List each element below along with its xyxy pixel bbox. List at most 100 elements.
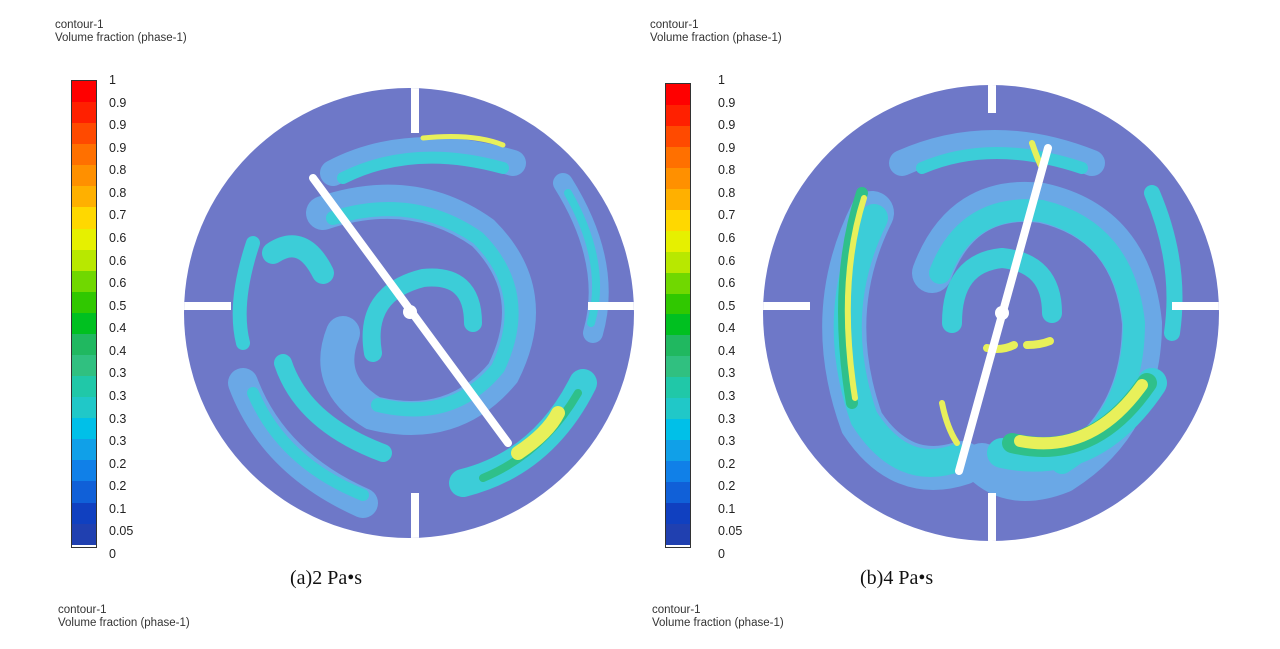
colorbar-band (666, 419, 690, 441)
flow-band (916, 147, 1088, 174)
flow-band (247, 387, 369, 501)
flow-band (262, 235, 334, 284)
colorbar-tick-label: 0.7 (109, 208, 127, 223)
variable-name: Volume fraction (phase-1) (650, 32, 782, 44)
colorbar-band (72, 249, 96, 271)
flow-band (337, 151, 509, 184)
panel-caption: (a)2 Pa•s (290, 567, 362, 589)
colorbar-tick-label: 0.3 (718, 434, 736, 449)
baffle (184, 302, 231, 310)
colorbar-tick-label: 0.8 (718, 163, 736, 178)
baffle (411, 493, 419, 538)
colorbar-band (666, 356, 690, 378)
colorbar-tick-label: 0.9 (109, 140, 127, 155)
colorbar-tick-label: 0.1 (718, 501, 736, 516)
baffle (1172, 302, 1219, 310)
contour-name: contour-1 (55, 19, 104, 31)
colorbar-tick-label: 0.6 (718, 276, 736, 291)
colorbar-band (72, 228, 96, 250)
colorbar-band (666, 146, 690, 168)
colorbar-band (666, 251, 690, 273)
high-fraction-region (1014, 379, 1148, 450)
colorbar-tick-label: 0.2 (718, 479, 736, 494)
colorbar-band (666, 482, 690, 504)
impeller-hub (995, 306, 1009, 320)
high-fraction-region (939, 400, 960, 446)
flow-band (320, 137, 526, 186)
contour-name: contour-1 (58, 604, 107, 616)
colorbar-tick-label: 0.05 (109, 524, 134, 539)
high-fraction-region (844, 195, 867, 401)
legend-header-bottom: contour-1 Volume fraction (phase-1) (58, 604, 190, 630)
colorbar-tick-label: 1 (109, 73, 116, 87)
colorbar-tick-label: 0.3 (109, 434, 127, 449)
flow-band (1144, 185, 1183, 341)
colorbar-band (72, 523, 96, 545)
colorbar-band (72, 312, 96, 334)
colorbar-tick-label: 0.9 (718, 118, 736, 133)
colorbar-tick-label: 0.5 (718, 298, 736, 313)
panel-b: contour-1 Volume fraction (phase-1) 1 0.9… (640, 0, 1280, 649)
colorbar-tick-label: 0.8 (109, 163, 127, 178)
flow-band (274, 354, 392, 462)
colorbar-tick-label: 0.3 (718, 366, 736, 381)
colorbar (665, 83, 691, 548)
flow-band (232, 236, 260, 350)
colorbar-band (72, 397, 96, 419)
colorbar-band (666, 167, 690, 189)
colorbar-band (666, 188, 690, 210)
contour-plot (763, 85, 1219, 541)
variable-name: Volume fraction (phase-1) (55, 32, 187, 44)
flow-band (833, 204, 971, 477)
colorbar-tick-label: 0.9 (109, 95, 127, 110)
colorbar-tick-label: 0.9 (718, 95, 736, 110)
colorbar-band (72, 270, 96, 292)
baffle (988, 85, 996, 113)
flow-band (942, 247, 1062, 333)
panel-caption: (b)4 Pa•s (860, 567, 934, 589)
colorbar-band (72, 81, 96, 103)
variable-name: Volume fraction (phase-1) (652, 617, 784, 629)
flow-band (326, 202, 519, 417)
colorbar-tick-label: 0.2 (718, 456, 736, 471)
colorbar-tick-label: 0.8 (718, 185, 736, 200)
colorbar-band (666, 230, 690, 252)
colorbar-tick-label: 0.3 (718, 411, 736, 426)
colorbar-tick-label: 0.3 (109, 411, 127, 426)
colorbar-band (72, 418, 96, 440)
contour-plot (184, 88, 634, 538)
colorbar-tick-label: 0.4 (109, 343, 127, 358)
colorbar-tick-label: 1 (718, 73, 725, 87)
colorbar-band (72, 291, 96, 313)
colorbar-tick-label: 0.3 (718, 389, 736, 403)
high-fraction-region (1023, 337, 1054, 349)
colorbar-tick-label: 0.1 (109, 501, 127, 516)
colorbar-tick-label: 0.9 (718, 140, 736, 155)
colorbar-band (72, 207, 96, 229)
colorbar-band (72, 502, 96, 524)
colorbar-tick-label: 0.4 (718, 343, 736, 358)
colorbar-band (666, 440, 690, 462)
colorbar-band (666, 314, 690, 336)
colorbar-tick-label: 0.7 (718, 208, 736, 223)
colorbar-band (666, 377, 690, 399)
flow-band (362, 268, 482, 362)
colorbar-tick-label: 0.6 (718, 253, 736, 268)
colorbar-band (666, 272, 690, 294)
colorbar-band (666, 524, 690, 545)
baffle (411, 88, 419, 133)
flow-band (889, 130, 1105, 176)
colorbar-tick-label: 0.6 (109, 276, 127, 291)
colorbar-band (666, 125, 690, 147)
colorbar-tick-label: 0.2 (109, 479, 127, 494)
high-fraction-region (420, 134, 506, 148)
colorbar-band (72, 481, 96, 503)
variable-name: Volume fraction (phase-1) (58, 617, 190, 629)
colorbar-band (666, 461, 690, 483)
impeller-hub (403, 305, 417, 319)
baffle (763, 302, 810, 310)
contour-name: contour-1 (652, 604, 701, 616)
colorbar-tick-label: 0.3 (109, 389, 127, 403)
colorbar-tick-label: 0 (718, 547, 725, 561)
colorbar-band (72, 355, 96, 377)
